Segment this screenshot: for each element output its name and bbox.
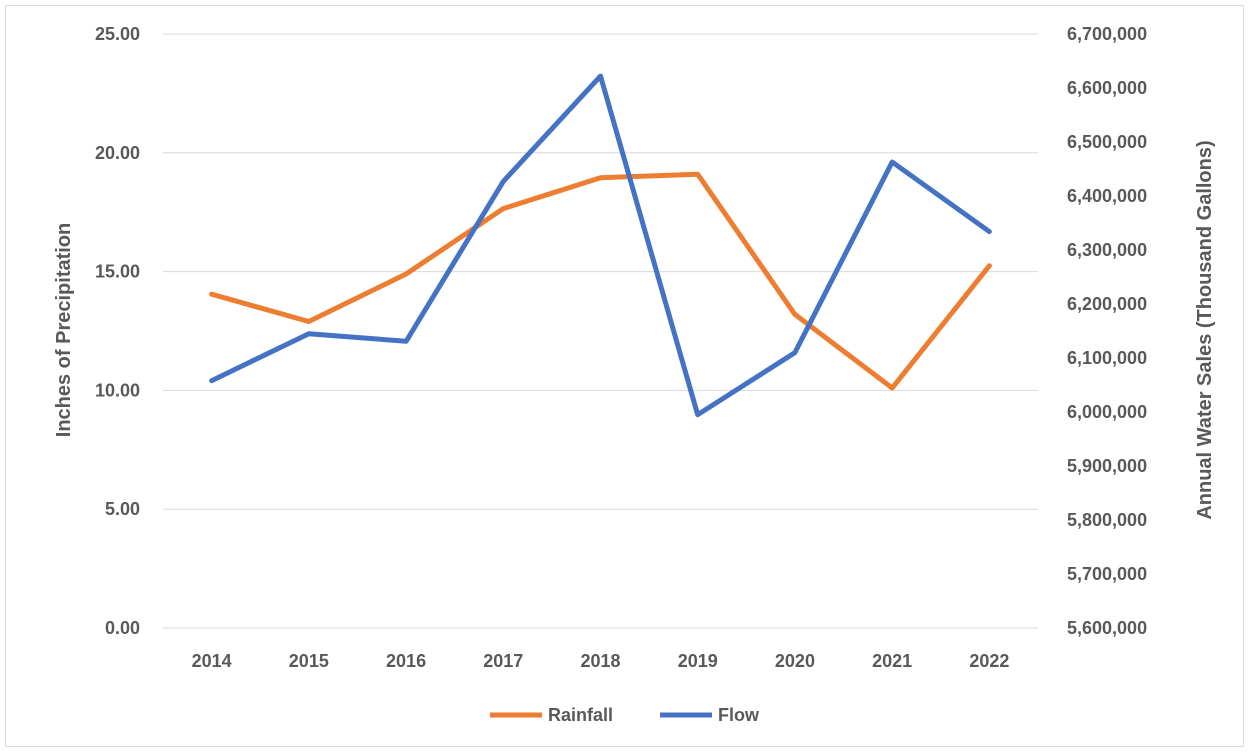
right-tick-label: 6,600,000 [1067, 78, 1147, 98]
right-tick-label: 6,500,000 [1067, 132, 1147, 152]
left-tick-label: 25.00 [95, 24, 140, 44]
x-tick-label: 2017 [483, 651, 523, 671]
legend-label-rainfall: Rainfall [548, 705, 613, 725]
series-line-rainfall [212, 174, 990, 388]
left-tick-label: 15.00 [95, 262, 140, 282]
x-tick-label: 2016 [386, 651, 426, 671]
right-tick-label: 6,400,000 [1067, 186, 1147, 206]
left-tick-label: 0.00 [105, 618, 140, 638]
legend-label-flow: Flow [718, 705, 760, 725]
right-tick-label: 6,000,000 [1067, 402, 1147, 422]
series-lines [212, 76, 990, 415]
left-axis-ticks: 0.00 5.00 10.00 15.00 20.00 25.00 [95, 24, 140, 638]
x-tick-label: 2014 [192, 651, 232, 671]
right-tick-label: 6,200,000 [1067, 294, 1147, 314]
right-tick-label: 6,700,000 [1067, 24, 1147, 44]
left-tick-label: 20.00 [95, 143, 140, 163]
x-tick-label: 2021 [872, 651, 912, 671]
x-tick-label: 2015 [289, 651, 329, 671]
right-tick-label: 5,600,000 [1067, 618, 1147, 638]
x-tick-label: 2019 [678, 651, 718, 671]
x-tick-label: 2018 [580, 651, 620, 671]
right-tick-label: 5,800,000 [1067, 510, 1147, 530]
right-tick-label: 6,300,000 [1067, 240, 1147, 260]
x-tick-label: 2022 [969, 651, 1009, 671]
series-line-flow [212, 76, 990, 415]
x-axis-ticks: 2014 2015 2016 2017 2018 2019 2020 2021 2022 [192, 651, 1010, 671]
gridlines [163, 34, 1038, 628]
left-axis-title: Inches of Precipitation [53, 223, 75, 437]
left-tick-label: 5.00 [105, 499, 140, 519]
left-tick-label: 10.00 [95, 380, 140, 400]
right-axis-title: Annual Water Sales (Thousand Gallons) [1194, 140, 1216, 519]
legend: Rainfall Flow [490, 705, 760, 725]
right-axis-ticks: 5,600,000 5,700,000 5,800,000 5,900,000 6,00… [1067, 24, 1147, 638]
right-tick-label: 5,700,000 [1067, 564, 1147, 584]
x-tick-label: 2020 [775, 651, 815, 671]
right-tick-label: 5,900,000 [1067, 456, 1147, 476]
right-tick-label: 6,100,000 [1067, 348, 1147, 368]
